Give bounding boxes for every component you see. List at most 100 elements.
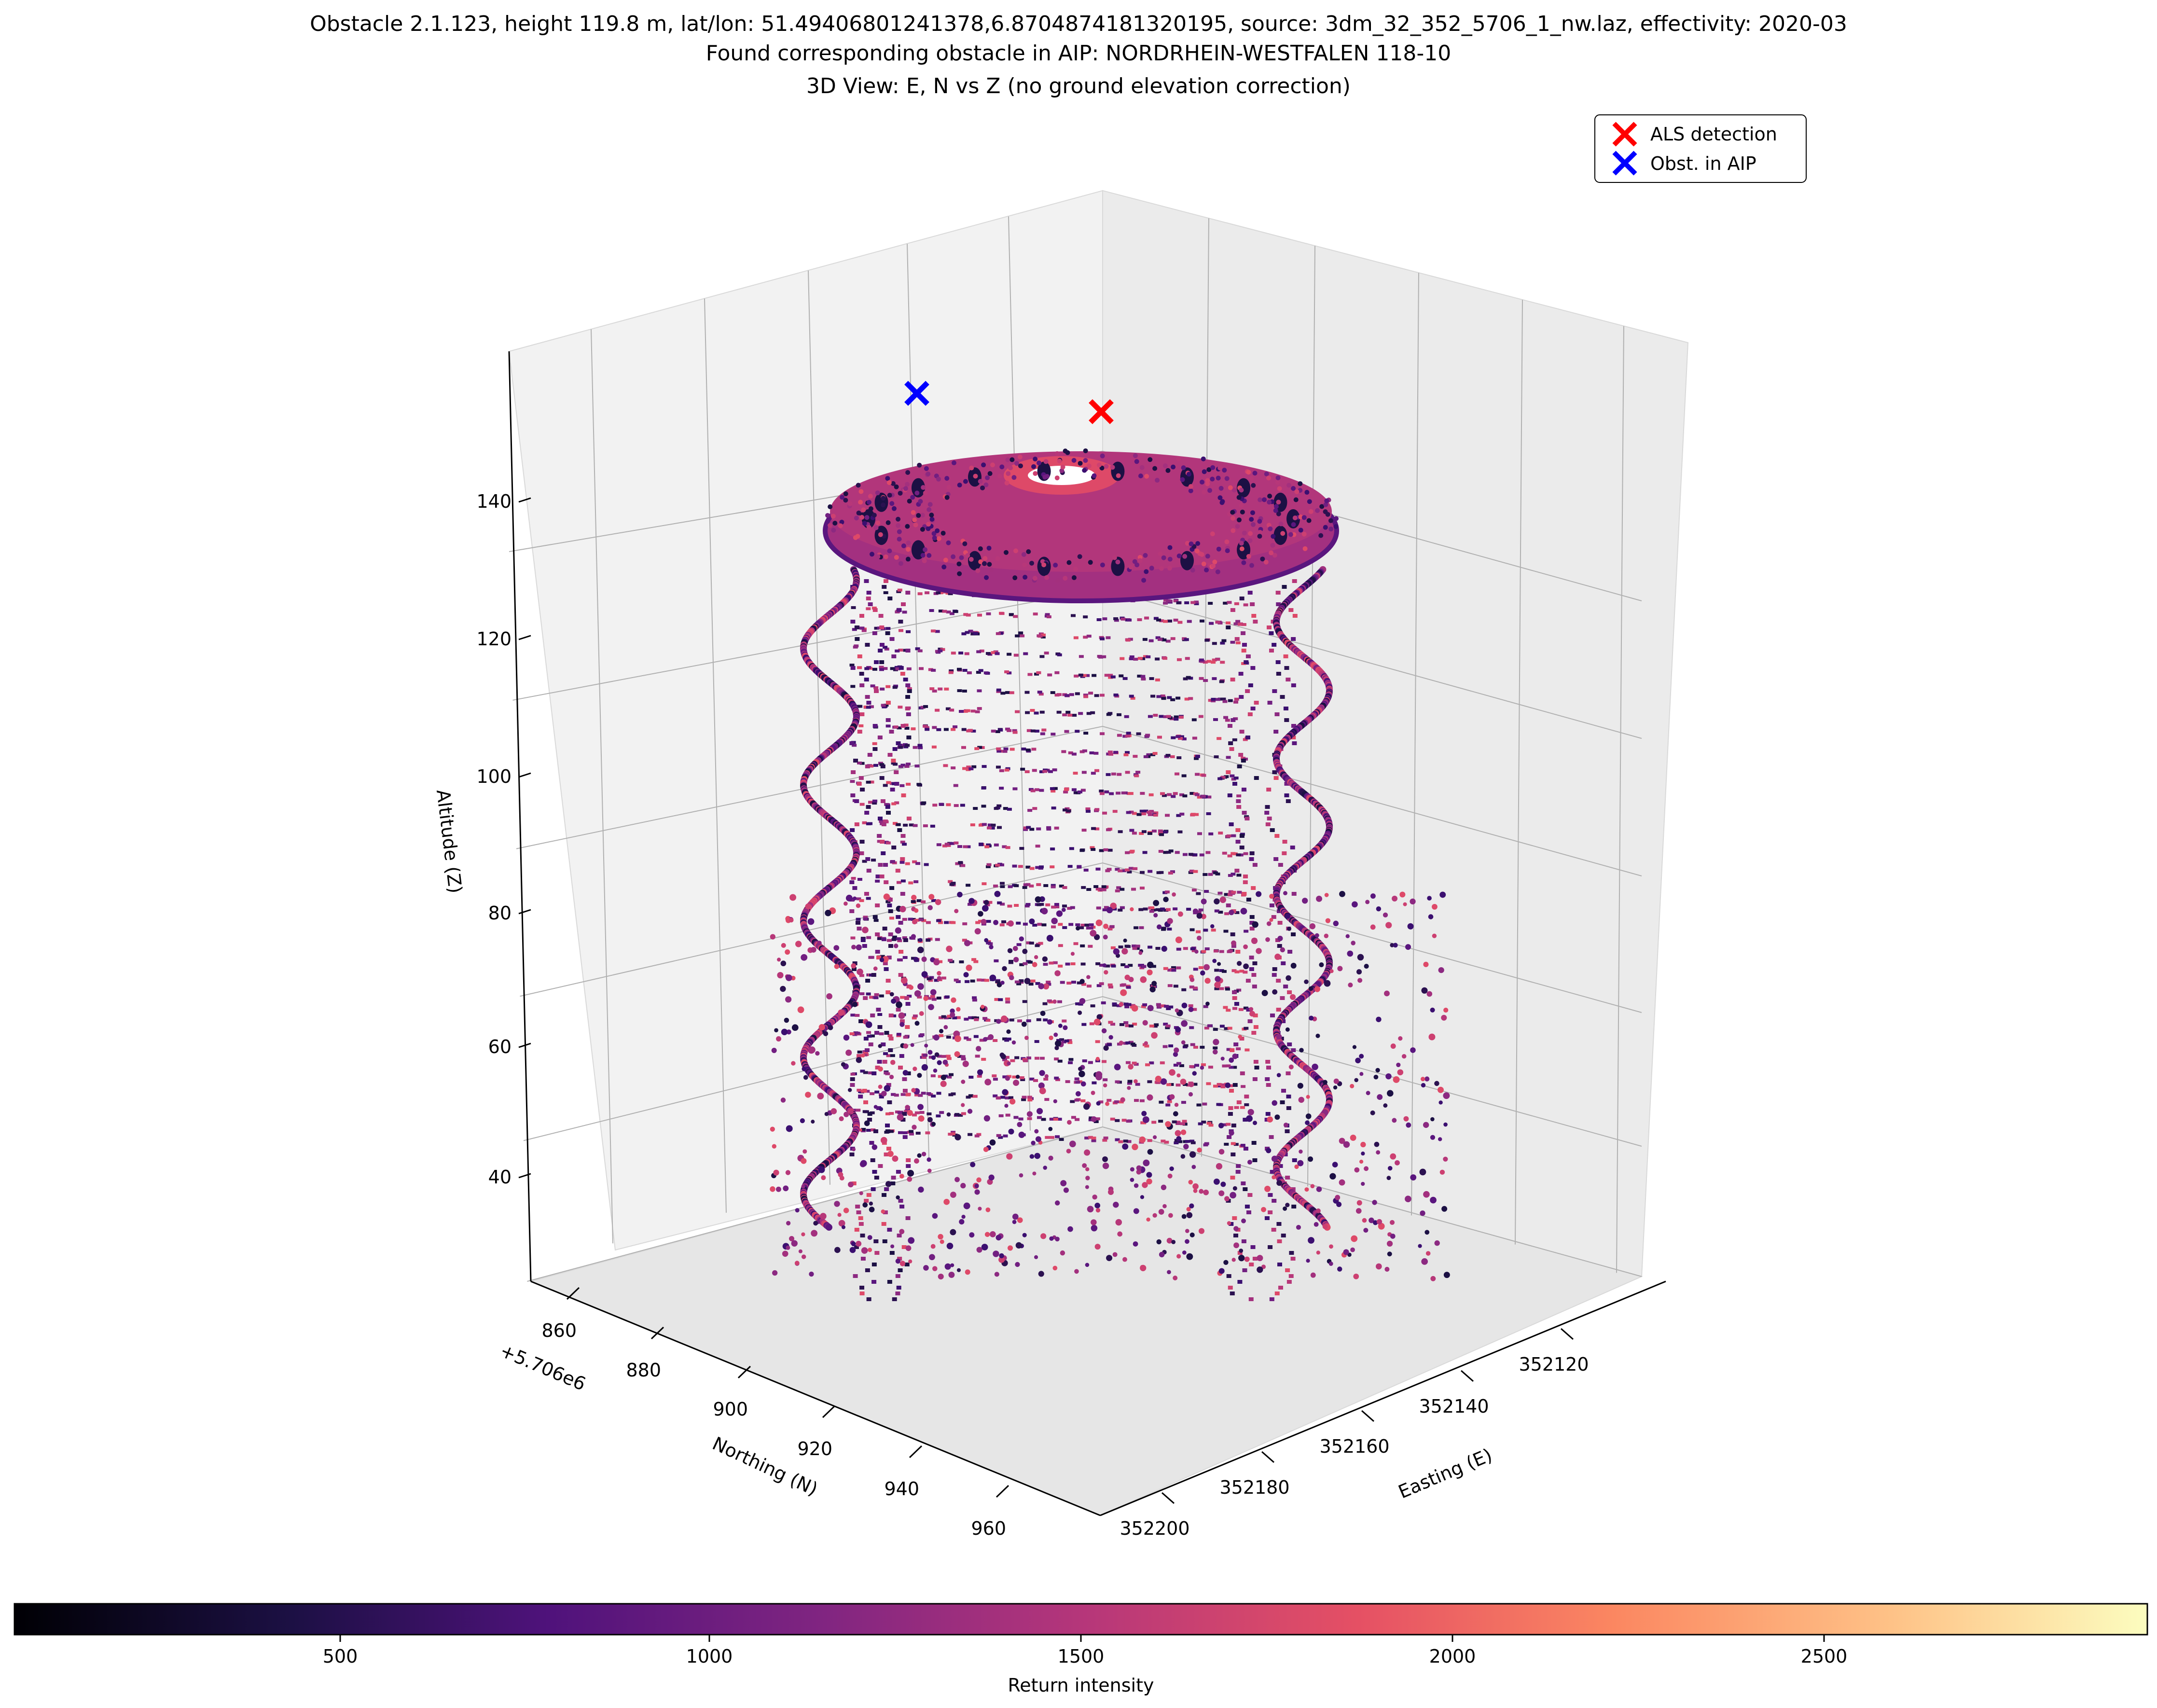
cloud-point — [1277, 1263, 1282, 1266]
cloud-point — [1176, 1073, 1181, 1078]
cloud-point — [1170, 755, 1175, 758]
cloud-point — [1308, 509, 1314, 514]
cloud-point — [1216, 475, 1221, 481]
cloud-point — [1217, 737, 1222, 740]
cloud-point — [887, 548, 892, 554]
cloud-point — [1198, 715, 1203, 718]
cloud-point — [905, 1025, 910, 1029]
cloud-point — [914, 918, 920, 922]
cloud-point — [1067, 1226, 1073, 1232]
n-tick-mark — [566, 1287, 580, 1300]
cloud-point — [996, 632, 1001, 635]
cloud-point — [1054, 903, 1059, 906]
cloud-point — [1376, 1219, 1383, 1225]
cloud-point — [1043, 459, 1049, 464]
cloud-point — [883, 961, 888, 965]
grid-line — [509, 450, 1642, 601]
cloud-point — [1163, 896, 1169, 903]
cloud-point — [834, 964, 840, 969]
cloud-point — [872, 631, 877, 635]
cloud-point — [1350, 1134, 1356, 1141]
cloud-point — [1158, 849, 1163, 853]
cloud-point — [1086, 926, 1091, 930]
cloud-point — [888, 1130, 894, 1133]
cloud-point — [1214, 898, 1220, 904]
cloud-point — [944, 921, 949, 924]
cloud-point — [1096, 462, 1102, 468]
cloud-point — [1214, 987, 1219, 990]
cloud-point — [905, 1245, 912, 1251]
cloud-point — [1184, 697, 1189, 701]
cloud-point — [1036, 1018, 1041, 1021]
cloud-point — [891, 1014, 897, 1017]
cloud-point — [1030, 708, 1035, 712]
cloud-point — [1269, 917, 1273, 922]
cloud-point — [1070, 1100, 1075, 1103]
cloud-point — [1151, 1032, 1158, 1039]
cloud-point — [946, 611, 951, 614]
cloud-point — [1088, 1136, 1093, 1139]
cloud-point — [1290, 962, 1297, 969]
cloud-point — [1055, 1135, 1060, 1139]
cloud-point — [831, 528, 836, 533]
cloud-point — [1276, 511, 1281, 516]
cloud-point — [875, 1066, 880, 1069]
cloud-point — [1159, 715, 1164, 718]
cloud-point — [878, 532, 883, 537]
cloud-point — [908, 881, 913, 885]
cloud-point — [885, 990, 891, 994]
cloud-point — [976, 650, 982, 653]
cloud-point — [1204, 978, 1211, 984]
cloud-point — [1139, 926, 1144, 930]
cloud-point — [1184, 638, 1189, 641]
cloud-point — [1308, 986, 1314, 991]
cloud-point — [1407, 923, 1414, 930]
cloud-point — [1360, 1141, 1366, 1148]
cloud-point — [1234, 869, 1240, 873]
cloud-point — [854, 799, 859, 803]
cloud-point — [843, 1111, 849, 1117]
cloud-point — [785, 949, 790, 955]
cloud-point — [1276, 1222, 1282, 1226]
cloud-point — [1102, 908, 1107, 912]
cloud-point — [1043, 1077, 1049, 1081]
cloud-point — [1129, 657, 1134, 661]
cloud-point — [832, 521, 838, 526]
cloud-point — [1106, 828, 1111, 832]
cloud-point — [905, 707, 910, 710]
cloud-point — [1156, 695, 1161, 698]
cloud-point — [1189, 1151, 1196, 1158]
cloud-point — [851, 944, 856, 950]
z-tick-label: 100 — [476, 766, 512, 787]
cloud-point — [1110, 675, 1116, 679]
cloud-point — [1287, 926, 1292, 931]
cloud-point — [985, 1207, 991, 1212]
cloud-point — [1268, 526, 1273, 531]
cloud-point — [932, 535, 937, 541]
cloud-point — [1160, 1078, 1167, 1085]
cloud-point — [854, 644, 859, 648]
cloud-point — [926, 507, 932, 512]
cloud-point — [860, 1234, 865, 1237]
cloud-point — [1167, 566, 1172, 571]
cloud-point — [926, 997, 932, 1000]
cloud-point — [948, 671, 954, 674]
cloud-point — [883, 591, 888, 595]
cloud-point — [1174, 1141, 1179, 1145]
cloud-point — [1291, 486, 1296, 491]
cloud-point — [1161, 638, 1167, 641]
cloud-point — [1199, 1189, 1204, 1194]
cloud-point — [902, 1135, 908, 1139]
cloud-point — [1143, 907, 1148, 911]
cloud-point — [957, 891, 963, 898]
cloud-point — [1091, 827, 1096, 830]
cloud-point — [1337, 1266, 1342, 1272]
cloud-point — [866, 869, 871, 873]
cloud-point — [1176, 1254, 1181, 1259]
cloud-point — [983, 1115, 990, 1122]
cloud-point — [891, 802, 897, 805]
cloud-point — [1173, 1111, 1178, 1117]
cloud-point — [1065, 694, 1070, 697]
cloud-point — [863, 1037, 869, 1041]
cloud-point — [780, 1097, 786, 1103]
